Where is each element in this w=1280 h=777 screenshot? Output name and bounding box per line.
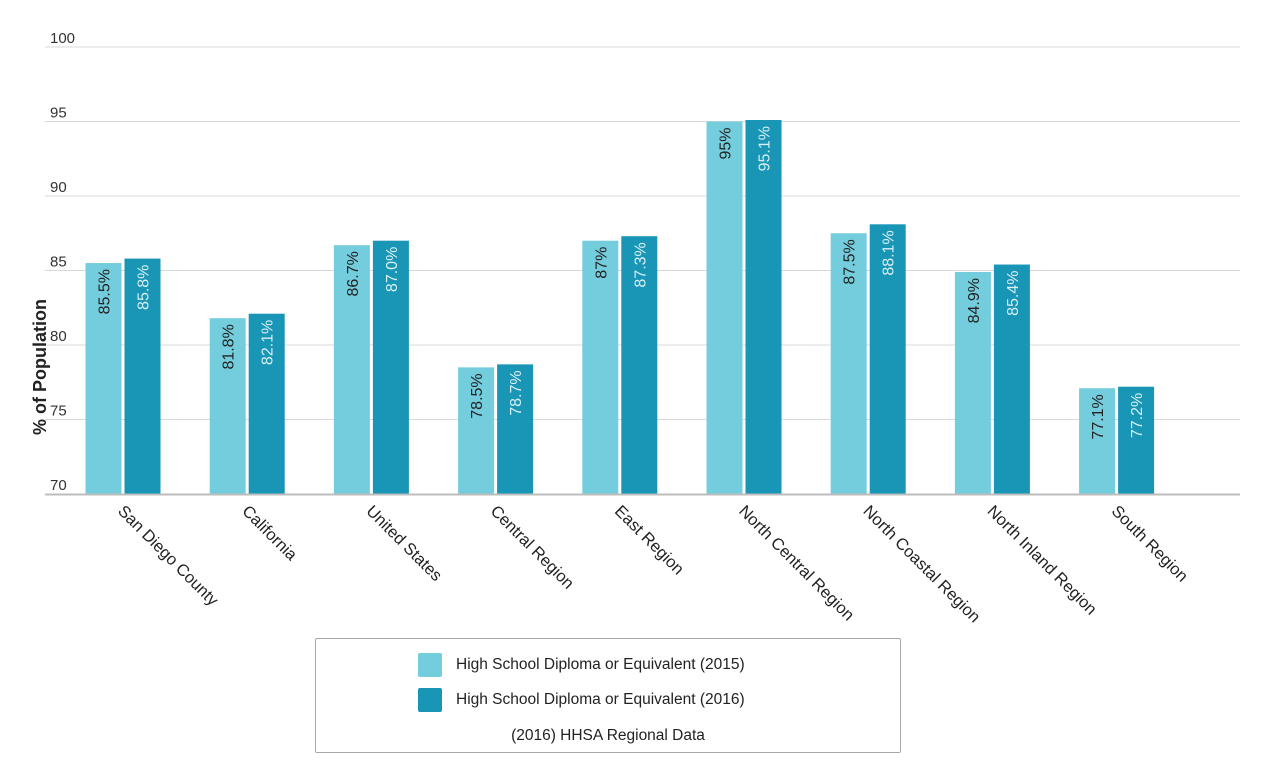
bar-3-1 [497, 364, 534, 494]
bar-5-0 [706, 121, 743, 494]
x-tick-label-2: United States [363, 502, 446, 585]
y-axis-label: % of Population [30, 299, 50, 435]
y-tick-label-95: 95 [50, 105, 67, 122]
y-tick-label-80: 80 [50, 328, 67, 345]
x-tick-label-4: East Region [611, 502, 687, 578]
bar-8-1 [1118, 386, 1155, 494]
bar-value-label-2-1: 87.0% [384, 247, 401, 292]
bar-value-label-8-1: 77.2% [1129, 393, 1146, 438]
legend-item-2016[interactable]: High School Diploma or Equivalent (2016) [418, 688, 745, 712]
bar-value-label-2-0: 86.7% [345, 251, 362, 296]
bar-1-1 [248, 313, 285, 494]
x-tick-label-5: North Central Region [735, 502, 857, 624]
bar-0-1 [124, 258, 161, 494]
bar-value-label-3-1: 78.7% [508, 370, 525, 415]
bar-5-1 [745, 120, 782, 494]
bar-4-0 [582, 240, 619, 494]
bar-value-label-4-1: 87.3% [632, 242, 649, 287]
legend-item-2015[interactable]: High School Diploma or Equivalent (2015) [418, 653, 745, 677]
y-tick-label-75: 75 [50, 403, 67, 420]
bar-value-label-1-1: 82.1% [260, 320, 277, 365]
x-tick-label-0: San Diego County [114, 502, 222, 610]
bar-7-1 [993, 264, 1030, 494]
bar-value-label-6-0: 87.5% [842, 239, 859, 284]
bar-0-0 [85, 263, 122, 494]
legend-caption: (2016) HHSA Regional Data [511, 727, 705, 744]
legend-label-2016: High School Diploma or Equivalent (2016) [456, 691, 745, 708]
bar-value-label-1-0: 81.8% [221, 324, 238, 369]
bar-value-label-8-0: 77.1% [1090, 394, 1107, 439]
bar-1-0 [209, 318, 246, 494]
x-tick-label-3: Central Region [487, 502, 578, 593]
bar-value-label-0-0: 85.5% [97, 269, 114, 314]
bar-value-label-0-1: 85.8% [136, 265, 153, 310]
y-tick-label-90: 90 [50, 179, 67, 196]
y-tick-label-70: 70 [50, 477, 67, 494]
bar-value-label-5-1: 95.1% [757, 126, 774, 171]
x-tick-label-8: South Region [1108, 502, 1191, 585]
bar-7-0 [954, 271, 991, 494]
y-tick-label-100: 100 [50, 30, 75, 47]
bar-value-label-4-0: 87% [593, 247, 610, 279]
bar-value-label-6-1: 88.1% [881, 230, 898, 275]
bar-6-1 [869, 224, 906, 494]
bar-3-0 [458, 367, 495, 494]
bar-2-0 [333, 245, 370, 494]
bar-value-label-3-0: 78.5% [469, 373, 486, 418]
bar-value-label-7-0: 84.9% [966, 278, 983, 323]
bar-value-label-7-1: 85.4% [1005, 271, 1022, 316]
chart-legend: High School Diploma or Equivalent (2015)… [315, 638, 901, 753]
legend-label-2015: High School Diploma or Equivalent (2015) [456, 656, 745, 673]
bar-8-0 [1079, 388, 1116, 494]
x-tick-label-1: California [238, 502, 301, 565]
x-tick-label-7: North Inland Region [984, 502, 1101, 619]
bar-2-1 [372, 240, 409, 494]
bar-value-label-5-0: 95% [718, 128, 735, 160]
legend-swatch-2016 [418, 688, 442, 712]
legend-swatch-2015 [418, 653, 442, 677]
x-tick-label-6: North Coastal Region [859, 502, 983, 626]
y-tick-label-85: 85 [50, 254, 67, 271]
bar-6-0 [830, 233, 867, 494]
bar-4-1 [621, 236, 658, 495]
